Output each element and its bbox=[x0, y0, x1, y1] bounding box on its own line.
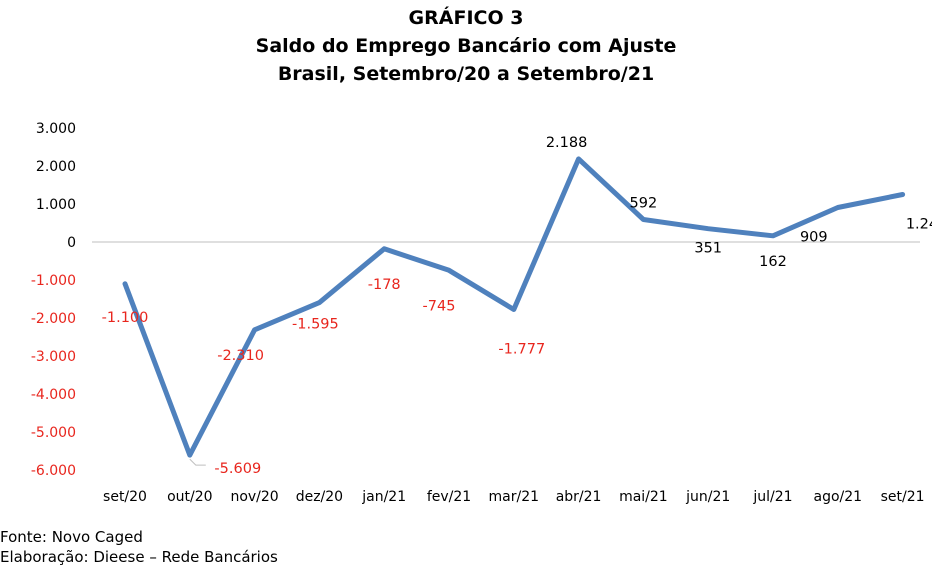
chart-title-line-1: GRÁFICO 3 bbox=[408, 7, 524, 29]
x-tick-label: set/20 bbox=[103, 489, 147, 505]
data-label: 162 bbox=[759, 254, 787, 270]
x-tick-label: jan/21 bbox=[361, 489, 406, 505]
x-tick-label: out/20 bbox=[167, 489, 212, 505]
footer-source: Fonte: Novo Caged bbox=[0, 528, 143, 546]
y-tick-label: -6.000 bbox=[31, 463, 76, 479]
y-tick-label: 3.000 bbox=[36, 121, 76, 137]
x-tick-label: dez/20 bbox=[296, 489, 343, 505]
data-label: -1.595 bbox=[292, 317, 339, 333]
data-label: -2.310 bbox=[217, 348, 264, 364]
x-tick-label: mai/21 bbox=[619, 489, 668, 505]
footer-prepared: Elaboração: Dieese – Rede Bancários bbox=[0, 548, 278, 566]
x-tick-label: mar/21 bbox=[489, 489, 540, 505]
data-label: 2.188 bbox=[546, 135, 588, 151]
data-label: 351 bbox=[694, 241, 722, 257]
data-label: 1.249 bbox=[906, 217, 932, 233]
x-tick-label: jul/21 bbox=[752, 489, 792, 505]
x-tick-label: nov/20 bbox=[230, 489, 278, 505]
y-tick-label: 1.000 bbox=[36, 197, 76, 213]
x-tick-label: set/21 bbox=[881, 489, 925, 505]
chart-title: GRÁFICO 3 Saldo do Emprego Bancário com … bbox=[0, 4, 932, 88]
y-tick-label: -1.000 bbox=[31, 273, 76, 289]
series-line bbox=[122, 156, 906, 458]
data-label: 592 bbox=[630, 196, 658, 212]
chart-title-line-3: Brasil, Setembro/20 a Setembro/21 bbox=[277, 63, 655, 85]
data-label: -178 bbox=[368, 277, 401, 293]
data-label: -1.777 bbox=[498, 342, 545, 358]
y-tick-label: 0 bbox=[67, 235, 76, 251]
x-tick-label: fev/21 bbox=[427, 489, 471, 505]
x-tick-label: abr/21 bbox=[556, 489, 602, 505]
x-tick-label: jun/21 bbox=[685, 489, 730, 505]
y-tick-label: -4.000 bbox=[31, 387, 76, 403]
data-label: -1.100 bbox=[102, 310, 149, 326]
y-tick-label: -2.000 bbox=[31, 311, 76, 327]
data-label: -5.609 bbox=[214, 461, 261, 477]
x-tick-label: ago/21 bbox=[814, 489, 863, 505]
y-tick-label: -3.000 bbox=[31, 349, 76, 365]
chart-title-line-2: Saldo do Emprego Bancário com Ajuste bbox=[255, 35, 677, 57]
data-label: 909 bbox=[800, 229, 828, 245]
data-label: -745 bbox=[423, 298, 456, 314]
y-tick-label: 2.000 bbox=[36, 159, 76, 175]
y-tick-label: -5.000 bbox=[31, 425, 76, 441]
leader-line bbox=[189, 458, 206, 466]
